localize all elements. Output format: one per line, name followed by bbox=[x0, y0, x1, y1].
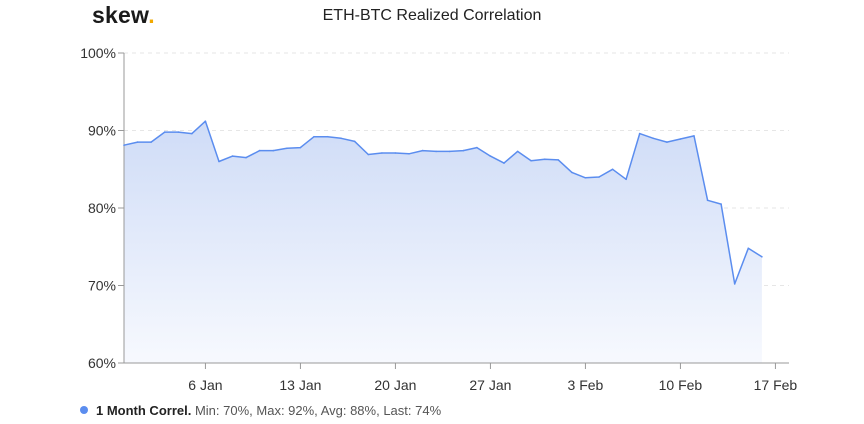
data-point bbox=[611, 168, 614, 171]
data-point bbox=[286, 147, 288, 150]
data-point bbox=[503, 162, 505, 164]
data-point bbox=[421, 149, 424, 152]
data-point bbox=[448, 150, 451, 153]
y-tick-label: 60% bbox=[88, 355, 116, 371]
data-point bbox=[326, 135, 329, 138]
chart-title: ETH-BTC Realized Correlation bbox=[322, 7, 542, 24]
data-point bbox=[733, 283, 736, 285]
y-tick-label: 100% bbox=[80, 45, 116, 61]
data-point bbox=[313, 135, 315, 138]
data-point bbox=[706, 199, 709, 202]
data-point bbox=[231, 155, 234, 157]
data-point bbox=[747, 247, 750, 250]
data-point bbox=[584, 177, 587, 179]
logo-dot: . bbox=[148, 2, 155, 28]
data-point bbox=[693, 135, 695, 137]
data-point bbox=[218, 160, 220, 163]
series-line bbox=[123, 120, 763, 285]
data-point bbox=[367, 153, 370, 156]
data-point bbox=[638, 132, 641, 135]
data-point bbox=[435, 150, 437, 153]
data-point bbox=[543, 158, 546, 160]
data-point bbox=[245, 156, 247, 159]
data-point bbox=[163, 131, 166, 133]
data-point bbox=[394, 152, 397, 154]
skew-logo: skew. bbox=[92, 2, 155, 29]
y-tick-label: 90% bbox=[88, 123, 116, 139]
legend-marker-icon bbox=[80, 406, 88, 414]
data-point bbox=[408, 153, 410, 155]
x-tick-label: 20 Jan bbox=[374, 377, 416, 393]
data-point bbox=[530, 159, 532, 162]
data-point bbox=[720, 203, 722, 205]
data-point bbox=[476, 146, 478, 149]
data-point bbox=[353, 140, 356, 143]
data-point bbox=[516, 150, 519, 153]
data-point bbox=[489, 155, 492, 157]
x-tick-label: 10 Feb bbox=[659, 377, 703, 393]
data-point bbox=[462, 149, 465, 152]
y-tick-label: 70% bbox=[88, 278, 116, 294]
legend-series-name: 1 Month Correl. bbox=[96, 403, 192, 418]
data-point bbox=[177, 131, 180, 133]
data-point bbox=[123, 144, 125, 146]
data-point bbox=[679, 138, 682, 140]
tick-labels: 60% 70% 80% 90% 100% 6 Jan 13 Jan 20 Jan 27 Jan 3… bbox=[80, 45, 797, 393]
data-point bbox=[652, 137, 655, 140]
data-point bbox=[571, 171, 573, 174]
legend[interactable]: 1 Month Correl. Min: 70%, Max: 92%, Avg:… bbox=[80, 403, 441, 418]
y-tick-label: 80% bbox=[88, 200, 116, 216]
data-point bbox=[150, 141, 152, 143]
data-point bbox=[204, 120, 207, 122]
area-fill bbox=[124, 121, 762, 363]
data-point bbox=[761, 255, 763, 258]
series-line-layer bbox=[123, 120, 763, 285]
data-point bbox=[191, 132, 193, 135]
data-point bbox=[381, 152, 383, 154]
data-point bbox=[557, 159, 560, 161]
legend-stats: Min: 70%, Max: 92%, Avg: 88%, Last: 74% bbox=[194, 403, 442, 418]
x-tick-label: 3 Feb bbox=[568, 377, 604, 393]
data-point bbox=[666, 141, 668, 143]
data-point bbox=[625, 178, 627, 181]
logo-text: skew bbox=[92, 2, 149, 28]
data-point bbox=[598, 176, 600, 178]
data-point bbox=[340, 137, 342, 140]
x-tick-label: 17 Feb bbox=[754, 377, 798, 393]
data-point bbox=[272, 149, 275, 152]
data-point bbox=[299, 146, 302, 149]
series-area bbox=[124, 121, 762, 363]
data-point bbox=[136, 141, 139, 143]
x-tick-label: 13 Jan bbox=[279, 377, 321, 393]
x-tick-label: 27 Jan bbox=[469, 377, 511, 393]
data-point bbox=[258, 149, 261, 152]
axes bbox=[118, 52, 789, 369]
x-tick-label: 6 Jan bbox=[188, 377, 222, 393]
